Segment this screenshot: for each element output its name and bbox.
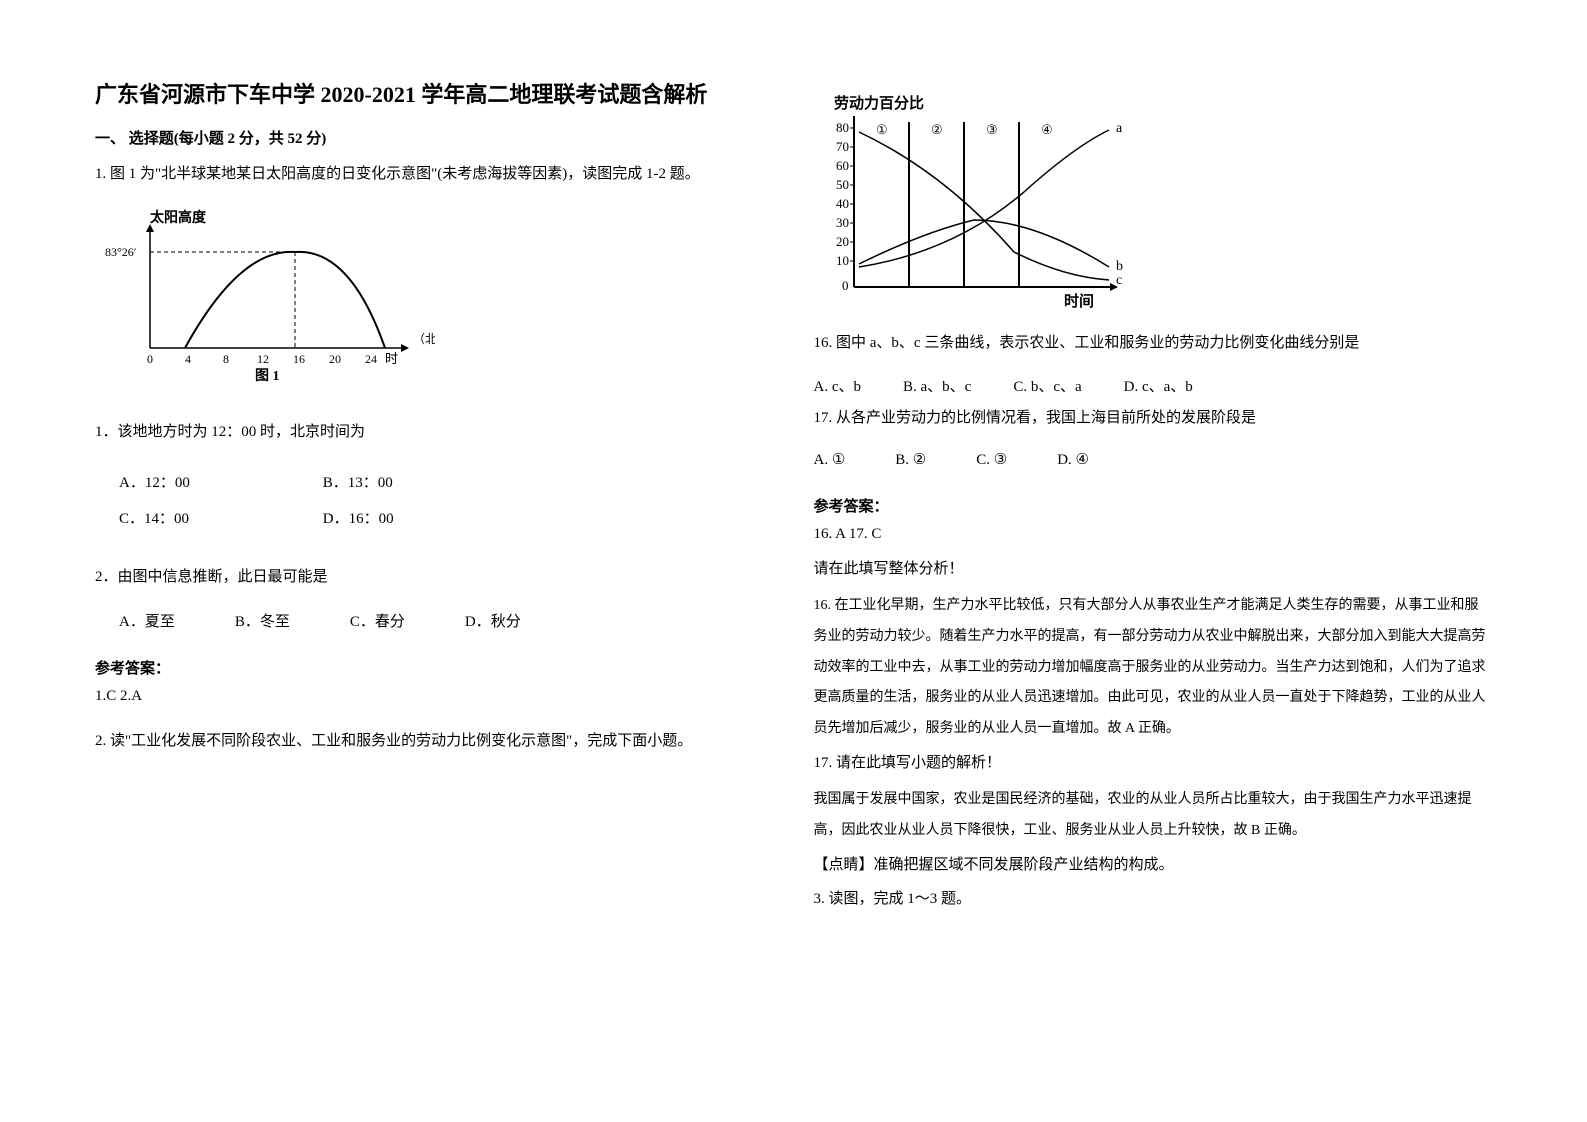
q17: 17. 从各产业劳动力的比例情况看，我国上海目前所处的发展阶段是 xyxy=(814,406,1493,430)
opt-d: D. ④ xyxy=(1057,450,1089,469)
explain-16: 16. 在工业化早期，生产力水平比较低，只有大部分人从事农业生产才能满足人类生存… xyxy=(814,591,1493,745)
svg-text:20: 20 xyxy=(329,352,341,366)
chart2-xlabel: 时间 xyxy=(1064,292,1094,310)
svg-text:4: 4 xyxy=(185,352,191,366)
q16: 16. 图中 a、b、c 三条曲线，表示农业、工业和服务业的劳动力比例变化曲线分… xyxy=(814,331,1493,355)
exam-title: 广东省河源市下车中学 2020-2021 学年高二地理联考试题含解析 xyxy=(95,80,774,111)
answer-2: 16. A 17. C xyxy=(814,526,1493,543)
chart1-xticks: 0 4 8 12 16 20 24 xyxy=(147,352,377,366)
svg-text:时: 时 xyxy=(385,351,398,366)
answer-1: 1.C 2.A xyxy=(95,688,774,705)
opt-d: D．16：00 xyxy=(323,501,523,537)
q17-opts: A. ① B. ② C. ③ D. ④ xyxy=(814,450,1493,469)
svg-text:12: 12 xyxy=(257,352,269,366)
opt-d: D. c、a、b xyxy=(1124,375,1193,396)
chart1-xlabel: （北京时间） xyxy=(413,332,435,346)
svg-text:③: ③ xyxy=(986,122,998,137)
opt-a: A．12：00 xyxy=(119,465,319,501)
opt-c: C. b、c、a xyxy=(1013,375,1081,396)
sub-label-17: 17. 请在此填写小题的解析！ xyxy=(814,751,1493,775)
svg-text:20: 20 xyxy=(836,234,849,249)
answer-label: 参考答案： xyxy=(95,657,774,678)
sun-altitude-chart: 太阳高度 83°26′ 0 4 8 12 16 20 24 时 xyxy=(95,208,435,383)
opt-d: D．秋分 xyxy=(465,610,521,631)
left-column: 广东省河源市下车中学 2020-2021 学年高二地理联考试题含解析 一、 选择… xyxy=(95,80,774,1042)
chart1-caption: 图 1 xyxy=(255,368,280,383)
opt-c: C. ③ xyxy=(976,450,1007,469)
label-b: b xyxy=(1116,259,1123,274)
svg-text:30: 30 xyxy=(836,215,849,230)
opt-a: A. c、b xyxy=(814,375,862,396)
q1-opts2: A．夏至 B．冬至 C．春分 D．秋分 xyxy=(119,610,774,631)
q1-intro: 1. 图 1 为"北半球某地某日太阳高度的日变化示意图"(未考虑海拔等因素)，读… xyxy=(95,162,774,186)
svg-text:0: 0 xyxy=(842,278,849,293)
tip: 【点睛】准确把握区域不同发展阶段产业结构的构成。 xyxy=(814,853,1493,877)
explain-17: 我国属于发展中国家，农业是国民经济的基础，农业的从业人员所占比重较大，由于我国生… xyxy=(814,785,1493,847)
chart1-ylabel: 太阳高度 xyxy=(150,209,207,226)
opt-a: A．夏至 xyxy=(119,610,175,631)
svg-text:50: 50 xyxy=(836,177,849,192)
opt-a: A. ① xyxy=(814,450,846,469)
svg-text:16: 16 xyxy=(293,352,305,366)
svg-text:8: 8 xyxy=(223,352,229,366)
q2-intro: 2. 读"工业化发展不同阶段农业、工业和服务业的劳动力比例变化示意图"，完成下面… xyxy=(95,729,774,753)
opt-c: C．14：00 xyxy=(119,501,319,537)
label-c: c xyxy=(1116,273,1122,288)
section-heading: 一、 选择题(每小题 2 分，共 52 分) xyxy=(95,127,774,148)
q1-sub2: 2．由图中信息推断，此日最可能是 xyxy=(95,565,774,586)
answer-label-2: 参考答案： xyxy=(814,495,1493,516)
svg-text:60: 60 xyxy=(836,158,849,173)
svg-text:②: ② xyxy=(931,122,943,137)
figure-2: 劳动力百分比 80 70 60 50 40 30 20 10 0 xyxy=(814,92,1493,317)
svg-text:70: 70 xyxy=(836,139,849,154)
opt-b: B．13：00 xyxy=(323,465,523,501)
q16-opts: A. c、b B. a、b、c C. b、c、a D. c、a、b xyxy=(814,375,1493,396)
svg-text:0: 0 xyxy=(147,352,153,366)
opt-b: B. a、b、c xyxy=(903,375,971,396)
opt-b: B. ② xyxy=(895,450,926,469)
svg-text:80: 80 xyxy=(836,120,849,135)
svg-text:10: 10 xyxy=(836,253,849,268)
svg-text:④: ④ xyxy=(1041,122,1053,137)
opt-b: B．冬至 xyxy=(235,610,290,631)
figure-1: 太阳高度 83°26′ 0 4 8 12 16 20 24 时 xyxy=(95,208,774,388)
svg-text:①: ① xyxy=(876,122,888,137)
svg-text:24: 24 xyxy=(365,352,377,366)
svg-text:40: 40 xyxy=(836,196,849,211)
right-column: 劳动力百分比 80 70 60 50 40 30 20 10 0 xyxy=(814,80,1493,1042)
chart2-ylabel: 劳动力百分比 xyxy=(834,94,924,112)
labor-ratio-chart: 劳动力百分比 80 70 60 50 40 30 20 10 0 xyxy=(814,92,1154,312)
opt-c: C．春分 xyxy=(350,610,405,631)
q1-opts1: A．12：00 B．13：00 C．14：00 D．16：00 xyxy=(119,465,774,537)
overall-placeholder: 请在此填写整体分析！ xyxy=(814,557,1493,581)
label-a: a xyxy=(1116,121,1123,136)
q3: 3. 读图，完成 1～3 题。 xyxy=(814,887,1493,911)
q1-sub1: 1．该地地方时为 12：00 时，北京时间为 xyxy=(95,420,774,441)
chart2-yticks: 80 70 60 50 40 30 20 10 0 xyxy=(836,120,854,293)
chart1-ytick: 83°26′ xyxy=(105,245,137,259)
